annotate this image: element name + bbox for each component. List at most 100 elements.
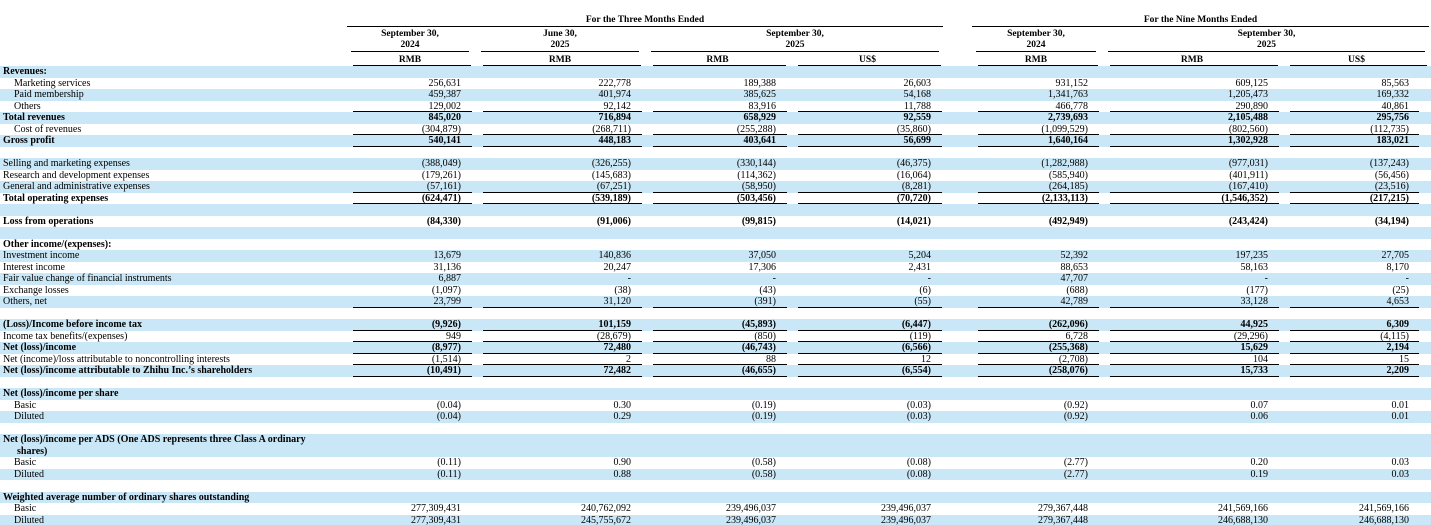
value-cell: (55) bbox=[790, 296, 945, 308]
value-cell: (0.58) bbox=[751, 457, 776, 468]
value-cell bbox=[1282, 377, 1431, 389]
value-cell bbox=[1102, 377, 1282, 389]
value-cell: 448,183 bbox=[475, 135, 645, 147]
value-cell: (391) bbox=[645, 296, 790, 308]
value-cell: 72,480 bbox=[475, 342, 645, 354]
value-cell: (46,655) bbox=[645, 365, 790, 377]
value-cell bbox=[1282, 239, 1431, 251]
table-row: Diluted 277,309,431 245,755,672 239,496,037… bbox=[0, 514, 1431, 525]
value-cell: (688) bbox=[1066, 284, 1088, 296]
value-cell: 15,629 bbox=[1102, 342, 1282, 354]
value-cell: - bbox=[927, 273, 931, 284]
value-cell: (91,006) bbox=[596, 215, 631, 227]
value-cell bbox=[475, 66, 645, 78]
value-cell: (268,711) bbox=[475, 124, 645, 136]
row-label bbox=[0, 377, 345, 389]
currency-header-row: RMB RMB RMB US$ RMB RMB US$ bbox=[0, 52, 1431, 66]
value-cell: 2,739,693 bbox=[1048, 112, 1088, 123]
table-row: General and administrative expenses (57,1… bbox=[0, 181, 1431, 193]
value-cell: 241,569,166 bbox=[1218, 503, 1268, 514]
value-cell: (802,560) bbox=[1102, 124, 1282, 136]
table-row: Diluted (0.04) 0.29 (0.19) (0.03) (0.92) 0.06 0… bbox=[0, 411, 1431, 423]
value-cell: 6,728 bbox=[970, 331, 1102, 343]
value-cell: 197,235 bbox=[1235, 250, 1269, 261]
value-cell: (0.58) bbox=[751, 468, 776, 480]
value-cell: 931,152 bbox=[1055, 77, 1089, 89]
row-label: (Loss)/Income before income tax bbox=[3, 319, 142, 330]
value-cell: 0.88 bbox=[613, 468, 632, 480]
three-months-group-header: For the Three Months Ended bbox=[345, 0, 945, 27]
value-cell: 540,141 bbox=[345, 135, 475, 147]
blank-row bbox=[0, 423, 1431, 435]
value-cell: 2 bbox=[475, 354, 645, 366]
row-label: Net (loss)/income per ADS (One ADS repre… bbox=[3, 434, 306, 457]
currency-header-usd: US$ bbox=[790, 52, 945, 66]
label-column-header bbox=[0, 0, 345, 27]
value-cell bbox=[645, 377, 790, 389]
value-cell bbox=[645, 204, 790, 216]
column-gap bbox=[945, 480, 970, 492]
row-label: Basic bbox=[14, 457, 37, 468]
row-label: Net (income)/loss attributable to noncon… bbox=[3, 353, 230, 365]
table-row: Other income/(expenses): bbox=[0, 239, 1431, 251]
value-cell: (0.19) bbox=[751, 399, 776, 411]
value-cell: 2,209 bbox=[1282, 365, 1431, 377]
table-row: Basic (0.11) 0.90 (0.58) (0.08) (2.77) 0.20 0.0… bbox=[0, 457, 1431, 469]
value-cell: (56,456) bbox=[1374, 169, 1410, 181]
value-cell bbox=[645, 227, 790, 239]
column-gap bbox=[945, 388, 970, 400]
value-cell: 239,496,037 bbox=[726, 503, 776, 514]
value-cell: 949 bbox=[345, 331, 475, 343]
value-cell bbox=[1282, 434, 1431, 457]
col-header-sep30-2024-9m: September 30, 2024 bbox=[970, 27, 1102, 52]
value-cell: (217,215) bbox=[1282, 193, 1431, 205]
value-cell bbox=[790, 423, 945, 435]
value-cell: 239,496,037 bbox=[726, 514, 776, 525]
row-label: Basic bbox=[14, 399, 37, 411]
value-cell: (45,893) bbox=[645, 319, 790, 331]
value-cell bbox=[475, 480, 645, 492]
value-cell: 92,142 bbox=[475, 101, 645, 113]
value-cell: 56,699 bbox=[790, 135, 945, 147]
value-cell: (2,133,113) bbox=[970, 193, 1102, 205]
value-cell: 256,631 bbox=[428, 77, 462, 89]
value-cell: 2,431 bbox=[908, 261, 932, 273]
column-gap bbox=[945, 135, 970, 147]
value-cell: (58,950) bbox=[645, 181, 790, 193]
value-cell bbox=[1102, 423, 1282, 435]
value-cell bbox=[970, 377, 1102, 389]
row-label: Diluted bbox=[14, 514, 44, 525]
blank-row bbox=[0, 480, 1431, 492]
value-cell: 845,020 bbox=[428, 112, 462, 123]
value-cell: (4,115) bbox=[1282, 331, 1431, 343]
value-cell bbox=[1282, 480, 1431, 492]
currency-header-rmb: RMB bbox=[970, 52, 1102, 66]
value-cell: (388,049) bbox=[421, 158, 461, 169]
table-row: Investment income 13,679 140,836 37,050 5,20… bbox=[0, 250, 1431, 262]
table-row: Total operating expenses (624,471) (539,18… bbox=[0, 193, 1431, 205]
value-cell bbox=[790, 308, 945, 320]
row-label: Other income/(expenses): bbox=[3, 238, 112, 250]
value-cell: - bbox=[627, 273, 631, 284]
value-cell: (1,097) bbox=[431, 284, 461, 296]
value-cell: 658,929 bbox=[743, 112, 777, 123]
value-cell: (258,076) bbox=[970, 365, 1102, 377]
value-cell: 4,653 bbox=[1282, 296, 1431, 308]
column-gap bbox=[945, 354, 970, 366]
value-cell: 37,050 bbox=[748, 250, 777, 261]
column-gap bbox=[945, 342, 970, 354]
value-cell: 277,309,431 bbox=[411, 503, 461, 514]
value-cell bbox=[345, 147, 475, 159]
value-cell bbox=[970, 423, 1102, 435]
column-gap bbox=[945, 273, 970, 285]
value-cell: 0.20 bbox=[1250, 457, 1269, 468]
value-cell: 20,247 bbox=[603, 261, 632, 273]
value-cell bbox=[345, 377, 475, 389]
value-cell: 47,707 bbox=[1060, 273, 1089, 284]
row-label: Research and development expenses bbox=[3, 169, 150, 181]
value-cell bbox=[1102, 308, 1282, 320]
value-cell: (0.04) bbox=[436, 399, 461, 411]
value-cell: (264,185) bbox=[970, 181, 1102, 193]
value-cell: (401,911) bbox=[1229, 169, 1268, 181]
column-gap bbox=[945, 101, 970, 113]
